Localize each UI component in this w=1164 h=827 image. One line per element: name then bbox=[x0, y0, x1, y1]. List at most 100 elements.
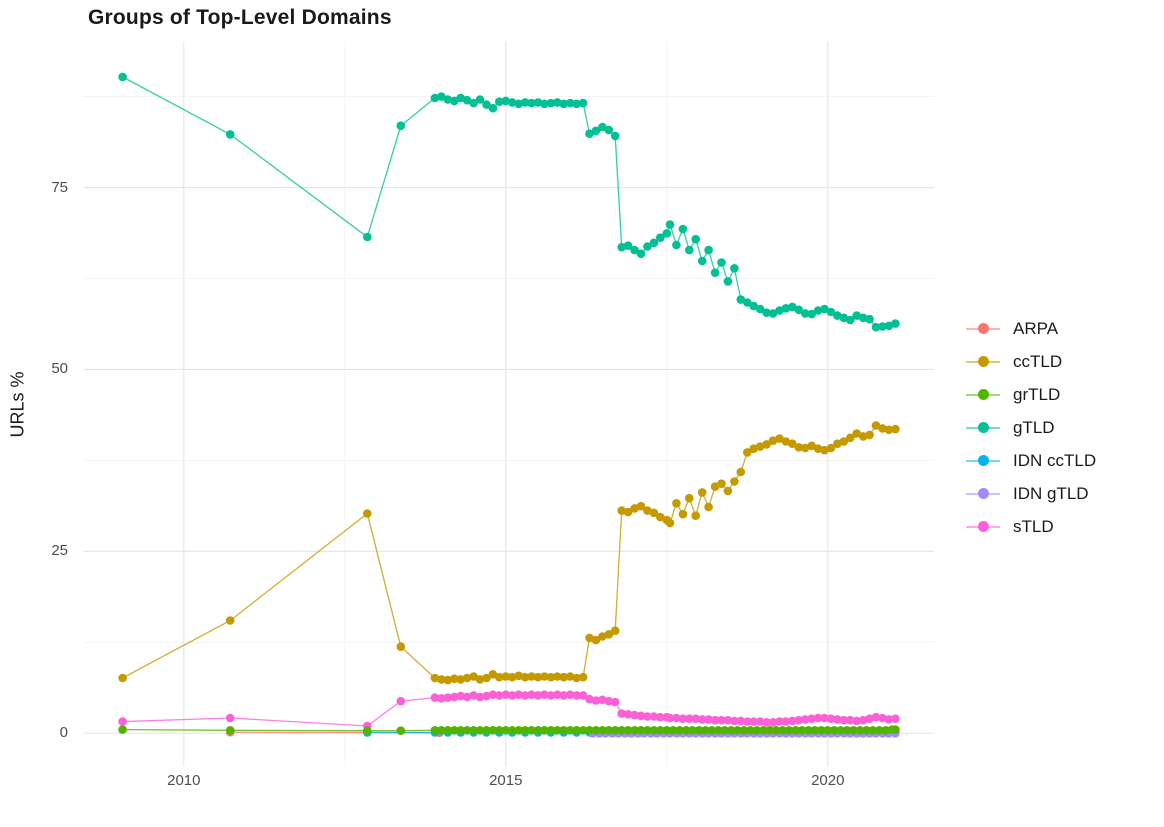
data-point bbox=[462, 673, 472, 683]
data-point bbox=[710, 482, 720, 491]
data-point bbox=[794, 305, 804, 315]
data-point bbox=[527, 690, 536, 699]
data-point bbox=[630, 710, 639, 720]
legend-dot bbox=[977, 389, 989, 400]
data-point bbox=[852, 716, 861, 726]
data-point bbox=[717, 479, 726, 489]
data-point bbox=[891, 725, 900, 734]
data-point bbox=[717, 258, 726, 267]
legend-key-icon bbox=[966, 520, 1000, 534]
data-point bbox=[672, 713, 681, 723]
data-point bbox=[396, 121, 406, 130]
legend: ARPA ccTLD grTLD gTLD IDN ccTLD IDN gTLD sTLD bbox=[966, 312, 1096, 543]
data-point bbox=[704, 502, 713, 512]
data-point bbox=[565, 726, 575, 735]
x-tick-label: 2010 bbox=[167, 772, 201, 789]
data-point bbox=[662, 229, 672, 238]
data-point bbox=[717, 715, 726, 725]
data-point bbox=[623, 710, 633, 719]
data-point bbox=[488, 726, 498, 735]
data-point bbox=[501, 690, 511, 699]
data-point bbox=[495, 691, 504, 700]
data-point bbox=[225, 130, 235, 139]
data-point bbox=[533, 672, 543, 682]
series-line bbox=[122, 76, 896, 328]
data-point bbox=[507, 691, 517, 700]
legend-item-ARPA: ARPA bbox=[966, 312, 1096, 345]
data-point bbox=[829, 726, 839, 735]
data-point bbox=[813, 713, 823, 723]
data-point bbox=[591, 635, 601, 645]
data-point bbox=[762, 440, 771, 449]
data-point bbox=[723, 715, 733, 725]
data-point bbox=[800, 443, 810, 453]
data-point bbox=[578, 98, 588, 108]
data-point bbox=[891, 319, 900, 328]
data-point bbox=[475, 692, 485, 702]
data-point bbox=[437, 694, 446, 703]
data-point bbox=[665, 713, 675, 723]
data-point bbox=[514, 99, 523, 109]
data-point bbox=[437, 675, 446, 684]
data-point bbox=[878, 424, 887, 433]
data-point bbox=[743, 717, 752, 726]
data-point bbox=[662, 726, 672, 735]
data-point bbox=[691, 714, 700, 723]
data-point bbox=[462, 692, 472, 702]
data-point bbox=[778, 726, 787, 735]
data-point bbox=[775, 434, 784, 443]
legend-item-grTLD: grTLD bbox=[966, 378, 1096, 411]
data-point bbox=[685, 493, 694, 503]
data-point bbox=[771, 726, 781, 735]
data-point bbox=[469, 672, 478, 681]
data-point bbox=[559, 726, 568, 735]
data-point bbox=[781, 717, 791, 726]
data-point bbox=[759, 726, 768, 735]
data-point bbox=[572, 726, 581, 735]
data-point bbox=[430, 673, 440, 683]
data-point bbox=[656, 512, 665, 522]
legend-key-icon bbox=[966, 388, 1000, 402]
data-point bbox=[775, 717, 784, 726]
data-point bbox=[430, 93, 440, 103]
data-point bbox=[865, 314, 874, 324]
data-point bbox=[723, 277, 733, 286]
data-point bbox=[846, 433, 855, 443]
legend-label: ccTLD bbox=[1013, 351, 1063, 371]
legend-key-icon bbox=[966, 487, 1000, 501]
data-point bbox=[846, 315, 855, 325]
data-point bbox=[733, 726, 742, 735]
data-point bbox=[475, 726, 485, 735]
data-point bbox=[363, 509, 372, 518]
data-point bbox=[833, 715, 842, 724]
data-point bbox=[736, 716, 746, 726]
data-point bbox=[743, 448, 752, 457]
data-point bbox=[520, 691, 530, 700]
data-point bbox=[891, 714, 900, 723]
legend-key-icon bbox=[966, 454, 1000, 468]
data-point bbox=[585, 129, 594, 138]
legend-dot bbox=[977, 488, 989, 499]
data-point bbox=[852, 311, 861, 320]
data-point bbox=[730, 716, 739, 726]
data-point bbox=[826, 443, 836, 453]
data-point bbox=[852, 429, 861, 438]
data-point bbox=[846, 715, 855, 725]
data-point bbox=[807, 441, 816, 451]
data-point bbox=[443, 95, 453, 104]
data-point bbox=[514, 690, 523, 699]
y-tick-label: 50 bbox=[51, 360, 68, 378]
data-point bbox=[520, 98, 530, 107]
data-point bbox=[507, 672, 517, 682]
data-point bbox=[520, 672, 530, 682]
data-point bbox=[572, 691, 581, 700]
data-point bbox=[656, 233, 665, 242]
legend-label: ARPA bbox=[1013, 318, 1059, 338]
plot-area bbox=[84, 42, 934, 766]
data-point bbox=[691, 234, 700, 244]
data-point bbox=[630, 245, 639, 255]
data-point bbox=[794, 443, 804, 452]
data-point bbox=[788, 302, 797, 312]
data-point bbox=[862, 726, 871, 735]
data-point bbox=[678, 224, 688, 234]
